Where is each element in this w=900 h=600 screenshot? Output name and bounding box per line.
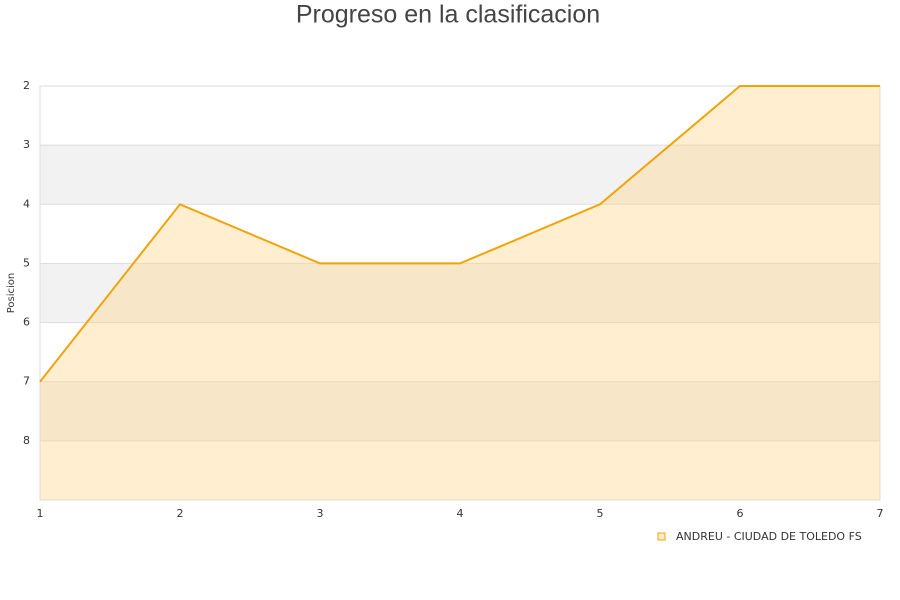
x-tick-label: 7 [877,507,884,520]
legend-swatch [657,532,666,541]
y-tick-label: 6 [23,316,30,329]
x-tick-label: 4 [457,507,464,520]
grid-band [40,86,880,146]
x-tick-label: 2 [177,507,184,520]
legend-label: ANDREU - CIUDAD DE TOLEDO FS [676,530,862,543]
x-tick-label: 6 [737,507,744,520]
grid-band [40,204,880,264]
grid-band [40,381,880,441]
chart-title: Progreso en la clasificacion [296,1,600,29]
area [40,86,880,500]
grid-band [40,145,880,205]
y-tick-label: 4 [23,197,30,210]
plot-border [39,85,881,501]
line [39,85,880,383]
x-tick-label: 1 [37,507,44,520]
grid-band [40,440,880,500]
grid-band [40,263,880,323]
y-tick-label: 7 [23,375,30,388]
grid-band [40,322,880,382]
y-tick-label: 5 [23,256,30,269]
x-tick-label: 5 [597,507,604,520]
x-tick-label: 3 [317,507,324,520]
y-tick-label: 2 [23,79,30,92]
y-axis-label: Posicion [6,273,17,314]
y-tick-label: 3 [23,138,30,151]
y-tick-label: 8 [23,434,30,447]
